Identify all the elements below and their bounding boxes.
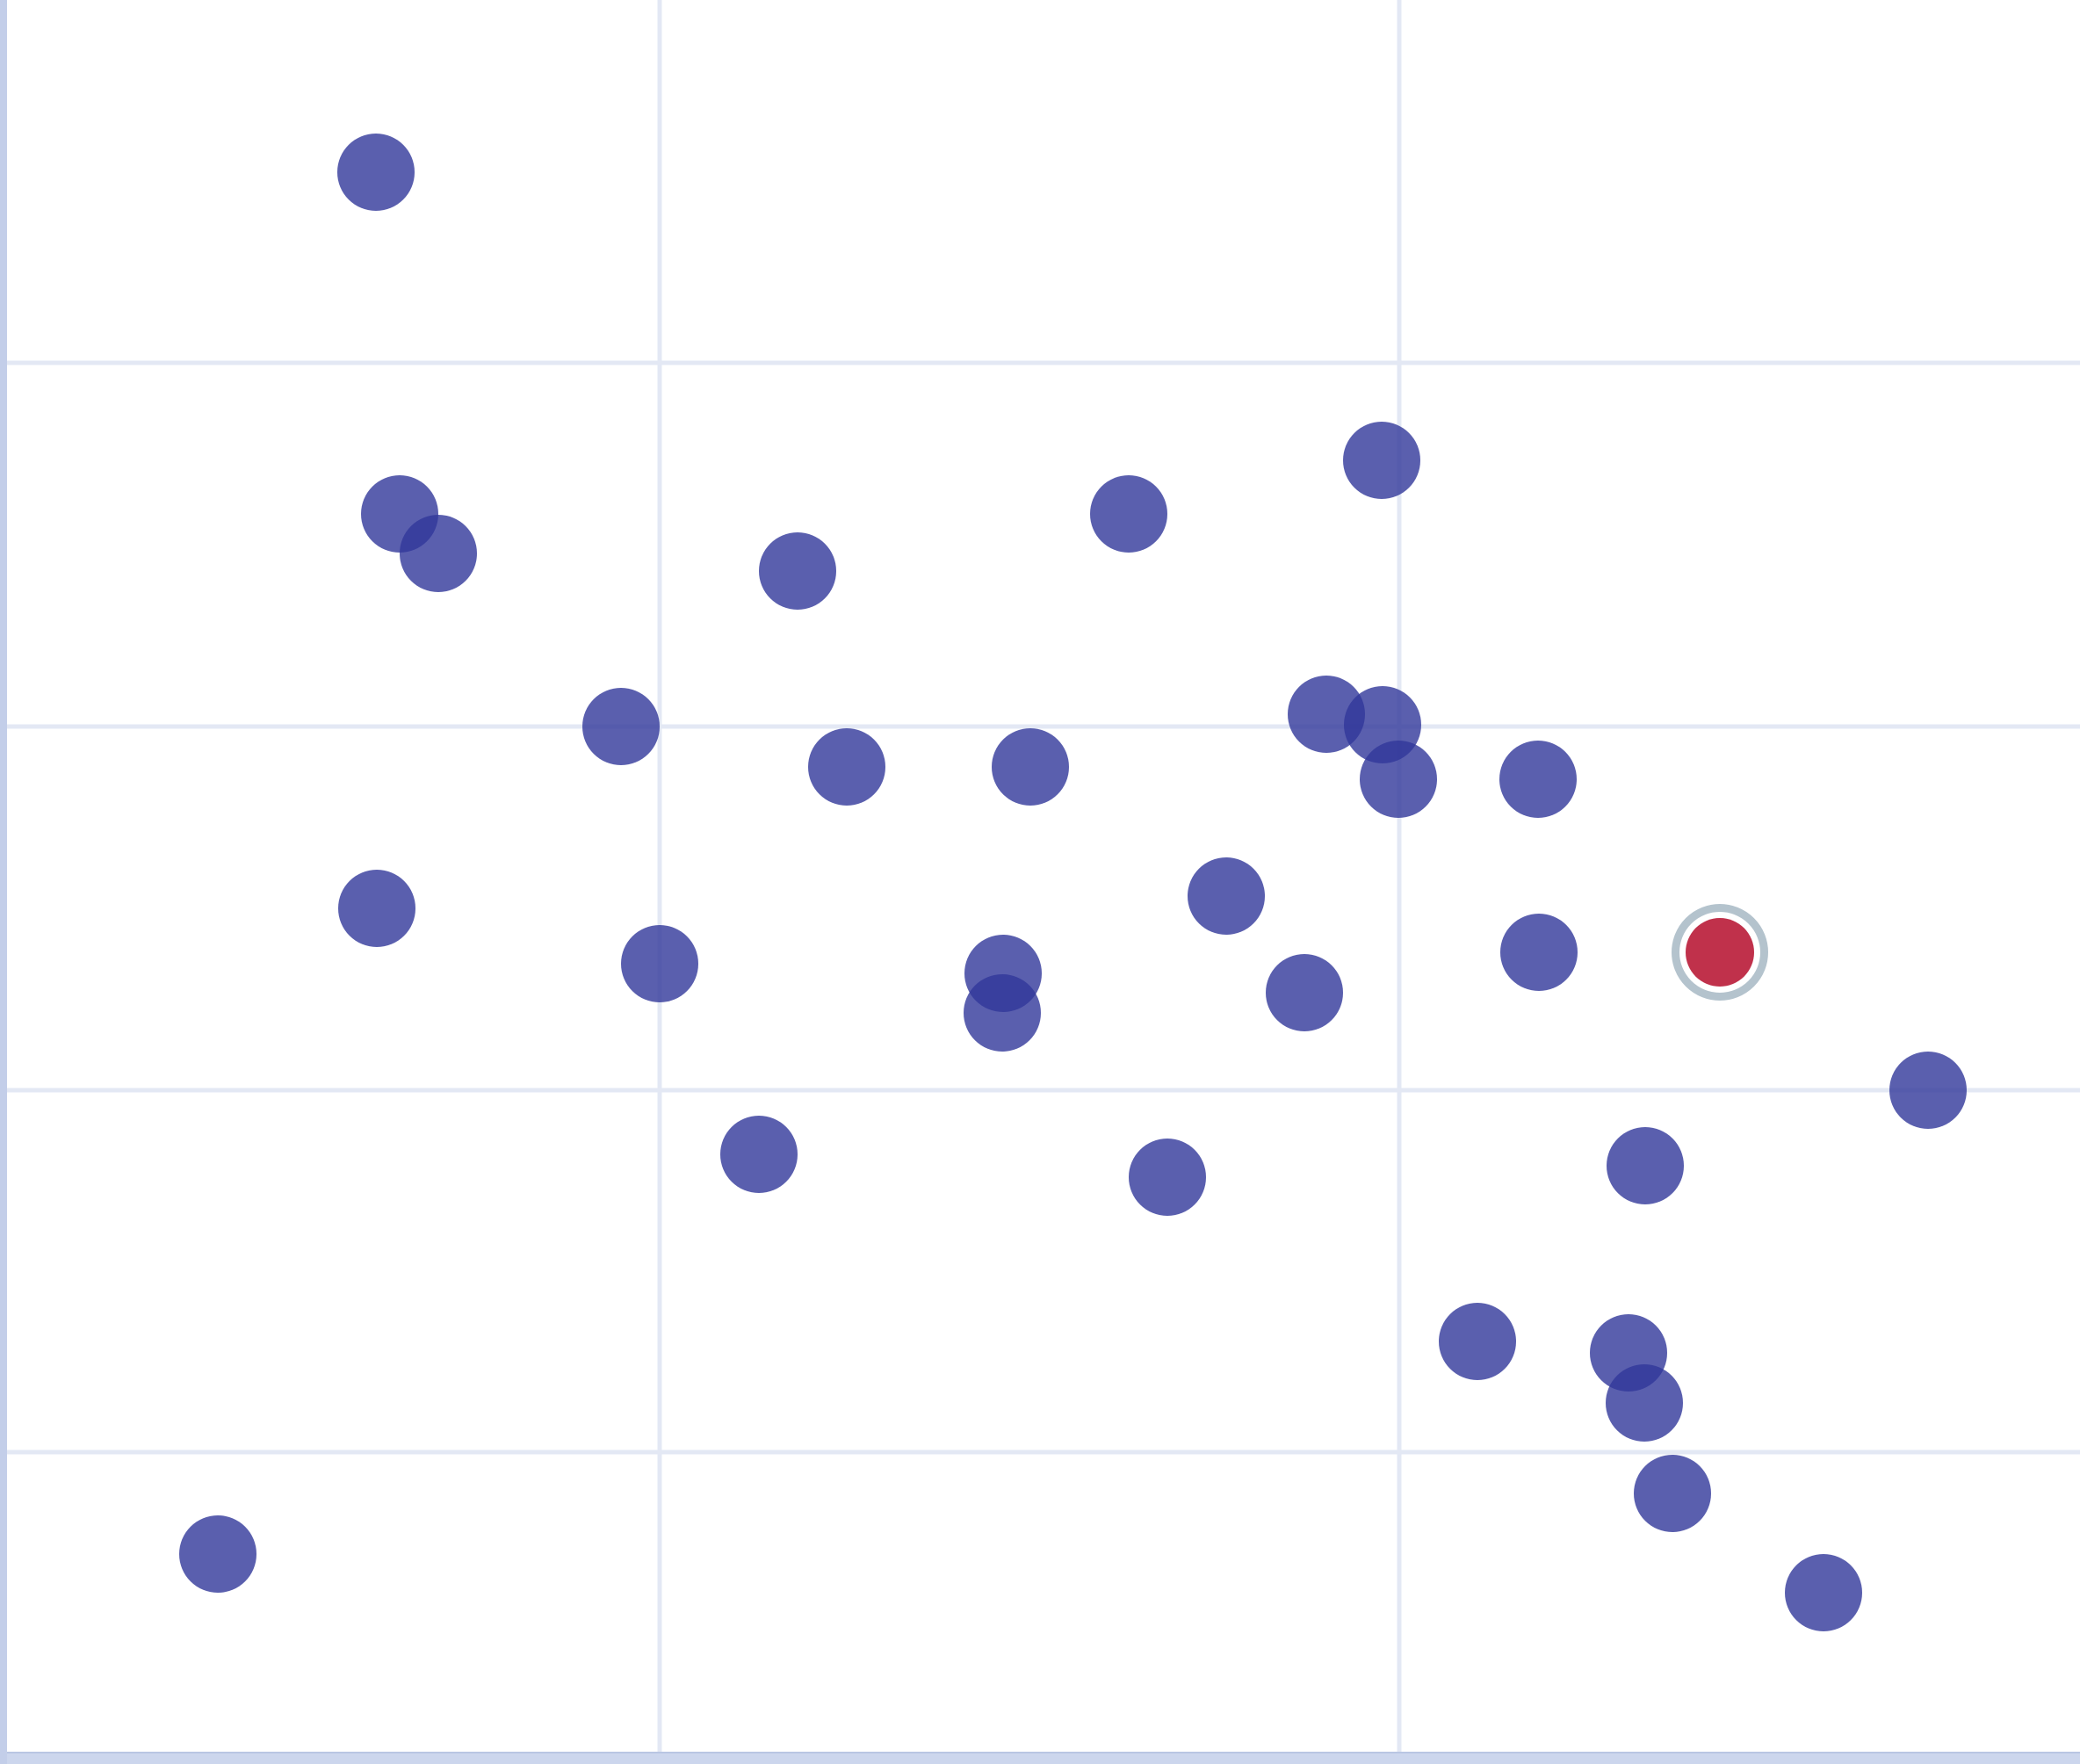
x-axis-line	[0, 1753, 2080, 1764]
data-point[interactable]	[808, 728, 885, 806]
data-point[interactable]	[1129, 1139, 1206, 1216]
data-point[interactable]	[1634, 1455, 1711, 1532]
data-point[interactable]	[759, 532, 836, 610]
x-axis-edge	[0, 1752, 2080, 1754]
y-axis-line	[0, 0, 7, 1764]
data-point[interactable]	[179, 1515, 256, 1593]
data-point[interactable]	[1499, 741, 1577, 818]
highlighted-data-point[interactable]	[1686, 918, 1754, 987]
data-point[interactable]	[1360, 741, 1437, 818]
data-point[interactable]	[720, 1116, 798, 1193]
highlight-ring	[1672, 904, 1768, 1001]
data-point[interactable]	[1343, 422, 1420, 499]
data-point[interactable]	[582, 688, 660, 765]
data-point[interactable]	[338, 870, 415, 947]
data-point[interactable]	[1889, 1052, 1967, 1129]
data-point[interactable]	[400, 515, 477, 592]
data-point[interactable]	[992, 728, 1069, 806]
data-point[interactable]	[1785, 1554, 1862, 1631]
data-point[interactable]	[1439, 1303, 1516, 1380]
data-point[interactable]	[1188, 857, 1265, 935]
data-point[interactable]	[1607, 1127, 1684, 1204]
data-point[interactable]	[621, 925, 698, 1002]
data-point[interactable]	[1606, 1364, 1683, 1442]
data-point[interactable]	[337, 134, 415, 211]
data-point[interactable]	[1090, 475, 1167, 553]
data-point[interactable]	[1500, 914, 1578, 991]
data-point[interactable]	[1266, 954, 1343, 1031]
data-point[interactable]	[964, 974, 1041, 1052]
